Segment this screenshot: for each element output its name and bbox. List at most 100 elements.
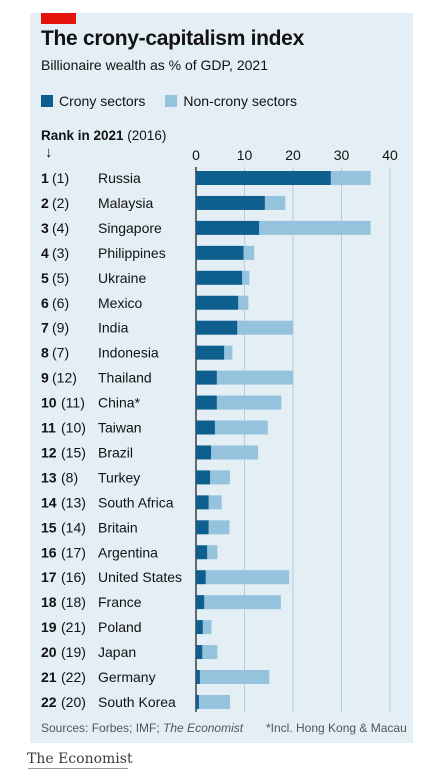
rank-2016: (7): [52, 345, 69, 361]
rank-2016: (22): [61, 669, 86, 685]
country-label: Ukraine: [98, 270, 146, 286]
country-label: Russia: [98, 170, 141, 186]
legend-item-noncrony: Non-crony sectors: [165, 93, 297, 109]
rank-2021: 13: [41, 469, 57, 485]
bar-noncrony: [243, 245, 255, 260]
bar-crony: [196, 370, 217, 385]
bar-crony: [196, 420, 215, 435]
bar-noncrony: [205, 570, 290, 585]
rank-2021: 2: [41, 195, 49, 211]
tick-label-20: 20: [285, 147, 301, 163]
rank-2021: 1: [41, 170, 49, 186]
legend-label-crony: Crony sectors: [59, 93, 146, 109]
bar-crony: [196, 220, 260, 235]
bar-noncrony: [211, 445, 259, 460]
country-label: India: [98, 320, 129, 336]
sources-italic: The Economist: [163, 721, 244, 735]
bar-crony: [196, 171, 331, 185]
chart-subtitle: Billionaire wealth as % of GDP, 2021: [41, 57, 268, 73]
bar-noncrony: [198, 694, 230, 709]
legend-swatch-noncrony: [165, 95, 178, 107]
bar-noncrony: [204, 595, 281, 610]
rank-2016: (6): [52, 295, 69, 311]
rank-2016: (11): [61, 395, 85, 411]
rank-2021: 19: [41, 619, 57, 635]
bar-noncrony: [208, 495, 222, 510]
bar-noncrony: [210, 470, 230, 485]
country-label: Thailand: [98, 370, 152, 386]
country-label: Philippines: [98, 245, 166, 261]
tick-label-30: 30: [334, 147, 350, 163]
rank-2021: 12: [41, 444, 57, 460]
bar-noncrony: [264, 195, 286, 210]
rank-2016: (19): [61, 644, 86, 660]
rank-2021: 6: [41, 295, 49, 311]
country-label: Mexico: [98, 295, 143, 311]
bar-noncrony: [199, 670, 270, 684]
rank-2016: (21): [61, 619, 86, 635]
bar-crony: [196, 670, 200, 684]
rank-2016: (14): [61, 519, 86, 535]
bar-crony: [196, 345, 225, 360]
chart-title: The crony-capitalism index: [41, 27, 304, 50]
rank-2016: (12): [52, 370, 77, 386]
economist-red-tag: [41, 13, 76, 24]
bar-crony: [196, 520, 209, 535]
bar-noncrony: [202, 645, 218, 660]
bar-crony: [196, 320, 238, 335]
country-label: Germany: [98, 669, 156, 685]
bar-crony: [196, 595, 205, 610]
bar-noncrony: [214, 420, 268, 435]
legend-item-crony: Crony sectors: [41, 93, 145, 109]
bar-noncrony: [224, 345, 233, 360]
rank-header: Rank in 2021 (2016): [41, 128, 166, 143]
country-label: South Korea: [98, 694, 176, 710]
bar-noncrony: [237, 320, 293, 335]
bar-noncrony: [207, 545, 218, 560]
sources-prefix: Sources: Forbes; IMF;: [41, 721, 164, 735]
rank-2021: 17: [41, 569, 57, 585]
rank-header-bold: Rank in 2021: [41, 128, 124, 143]
bar-crony: [196, 570, 206, 585]
country-label: Poland: [98, 619, 142, 635]
rank-2021: 15: [41, 519, 57, 535]
country-label: Argentina: [98, 544, 158, 560]
country-label: Turkey: [98, 469, 140, 485]
bar-noncrony: [259, 220, 371, 235]
bar-crony: [196, 495, 209, 510]
rank-2016: (13): [61, 494, 86, 510]
rank-2021: 7: [41, 320, 49, 336]
bar-noncrony: [238, 295, 249, 310]
bar-crony: [196, 295, 239, 310]
down-arrow-icon: ↓: [45, 144, 53, 161]
country-label: Malaysia: [98, 195, 153, 211]
bar-crony: [196, 645, 203, 660]
bar-crony: [196, 694, 199, 709]
rank-2016: (8): [61, 469, 78, 485]
rank-2016: (1): [52, 170, 69, 186]
rank-2021: 22: [41, 694, 57, 710]
bar-crony: [196, 470, 211, 485]
rank-2016: (20): [61, 694, 86, 710]
bar-crony: [196, 620, 203, 635]
country-label: South Africa: [98, 494, 174, 510]
rank-2016: (10): [61, 420, 86, 436]
tick-label-10: 10: [237, 147, 253, 163]
rank-2021: 5: [41, 270, 49, 286]
bar-crony: [196, 245, 244, 260]
rank-2016: (17): [61, 544, 86, 560]
chart-legend: Crony sectors Non-crony sectors: [41, 93, 317, 109]
rank-2021: 8: [41, 345, 49, 361]
bar-crony: [196, 195, 265, 210]
rank-2016: (16): [61, 569, 86, 585]
rank-2021: 20: [41, 644, 57, 660]
bar-noncrony: [202, 620, 212, 635]
economist-brand: The Economist: [27, 751, 133, 767]
brand-rule: [28, 768, 128, 769]
rank-2016: (18): [61, 594, 86, 610]
rank-2021: 3: [41, 220, 49, 236]
footnote: *Incl. Hong Kong & Macau: [266, 721, 407, 735]
country-label: Brazil: [98, 444, 133, 460]
bar-crony: [196, 545, 208, 560]
